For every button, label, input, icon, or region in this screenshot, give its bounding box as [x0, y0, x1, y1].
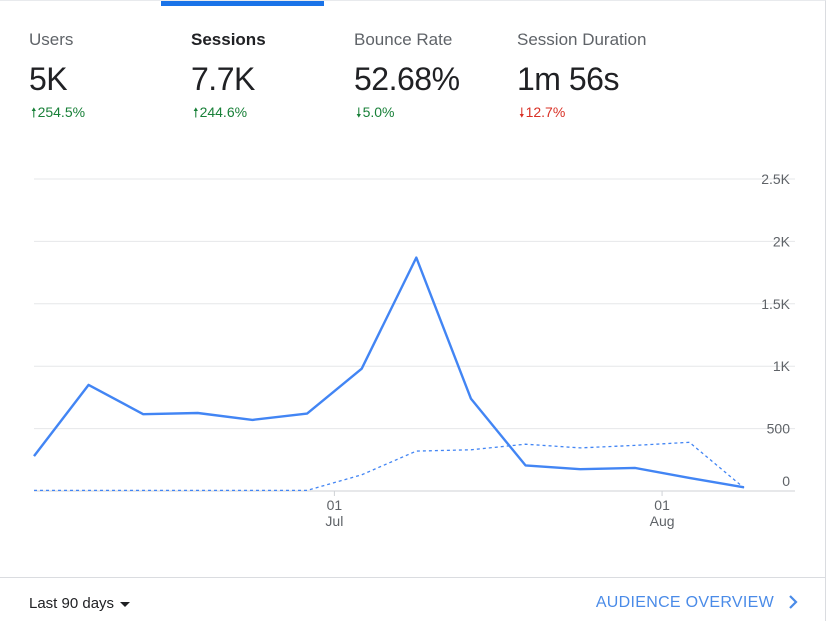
metric-change-value: 12.7% — [525, 104, 566, 120]
x-tick-month: Jul — [325, 513, 343, 529]
metric-label: Users — [29, 30, 74, 49]
metric-change-value: 5.0% — [362, 104, 395, 120]
metric-change-value: 244.6% — [199, 104, 248, 120]
arrow-down-icon: 🠗 — [519, 105, 525, 120]
metric-label: Sessions — [191, 30, 266, 49]
x-tick-day: 01 — [654, 497, 670, 513]
caret-down-icon — [120, 601, 131, 607]
chevron-right-icon — [789, 595, 798, 609]
x-tick-day: 01 — [327, 497, 343, 513]
metric-value: 7.7K — [191, 61, 255, 97]
series-line-previous — [34, 441, 745, 492]
y-tick-label: 1K — [773, 358, 791, 374]
date-range-label: Last 90 days — [29, 595, 115, 612]
metric-change: 🠗12.7% — [519, 104, 565, 126]
metric-label: Bounce Rate — [354, 30, 453, 49]
metric-label: Session Duration — [517, 30, 647, 49]
tab-sessions[interactable]: Sessions 7.7K 🠕244.6% — [161, 1, 324, 131]
y-axis: 0 500 1K 1.5K 2K 2.5K — [761, 171, 790, 489]
arrow-up-icon: 🠕 — [193, 105, 199, 120]
tab-indicator — [161, 1, 324, 6]
audience-overview-label: AUDIENCE OVERVIEW — [595, 594, 774, 611]
metric-value: 52.68% — [354, 61, 460, 97]
arrow-up-icon: 🠕 — [31, 105, 37, 120]
audience-overview-link[interactable]: AUDIENCE OVERVIEW — [596, 594, 798, 612]
card-footer: Last 90 days AUDIENCE OVERVIEW — [0, 577, 826, 621]
metric-change: 🠗5.0% — [356, 104, 395, 126]
series-line-current — [33, 256, 745, 489]
metric-tabs: Users 5K 🠕254.5% Sessions 7.7K 🠕244.6% B… — [0, 1, 826, 141]
tab-users[interactable]: Users 5K 🠕254.5% — [29, 1, 192, 131]
y-tick-label: 2.5K — [761, 171, 790, 187]
chart-grid — [34, 178, 795, 492]
x-tick-month: Aug — [650, 513, 675, 529]
metric-value: 5K — [29, 61, 68, 97]
y-tick-label: 2K — [773, 233, 791, 249]
metric-change: 🠕244.6% — [193, 104, 247, 126]
y-tick-label: 0 — [782, 473, 790, 489]
sessions-line-chart: 0 500 1K 1.5K 2K 2.5K 01Jul01Aug01Sep — [33, 171, 795, 529]
date-range-dropdown[interactable]: Last 90 days — [29, 595, 131, 612]
x-axis: 01Jul01Aug01Sep — [325, 491, 675, 529]
y-tick-label: 1.5K — [761, 296, 790, 312]
y-tick-label: 500 — [767, 421, 791, 437]
metric-change: 🠕254.5% — [31, 104, 85, 126]
tab-bounce-rate[interactable]: Bounce Rate 52.68% 🠗5.0% — [354, 1, 517, 131]
metric-change-value: 254.5% — [37, 104, 86, 120]
metric-value: 1m 56s — [517, 61, 619, 97]
tab-session-duration[interactable]: Session Duration 1m 56s 🠗12.7% — [517, 1, 680, 131]
arrow-down-icon: 🠗 — [356, 105, 362, 120]
chart-series — [33, 256, 745, 492]
